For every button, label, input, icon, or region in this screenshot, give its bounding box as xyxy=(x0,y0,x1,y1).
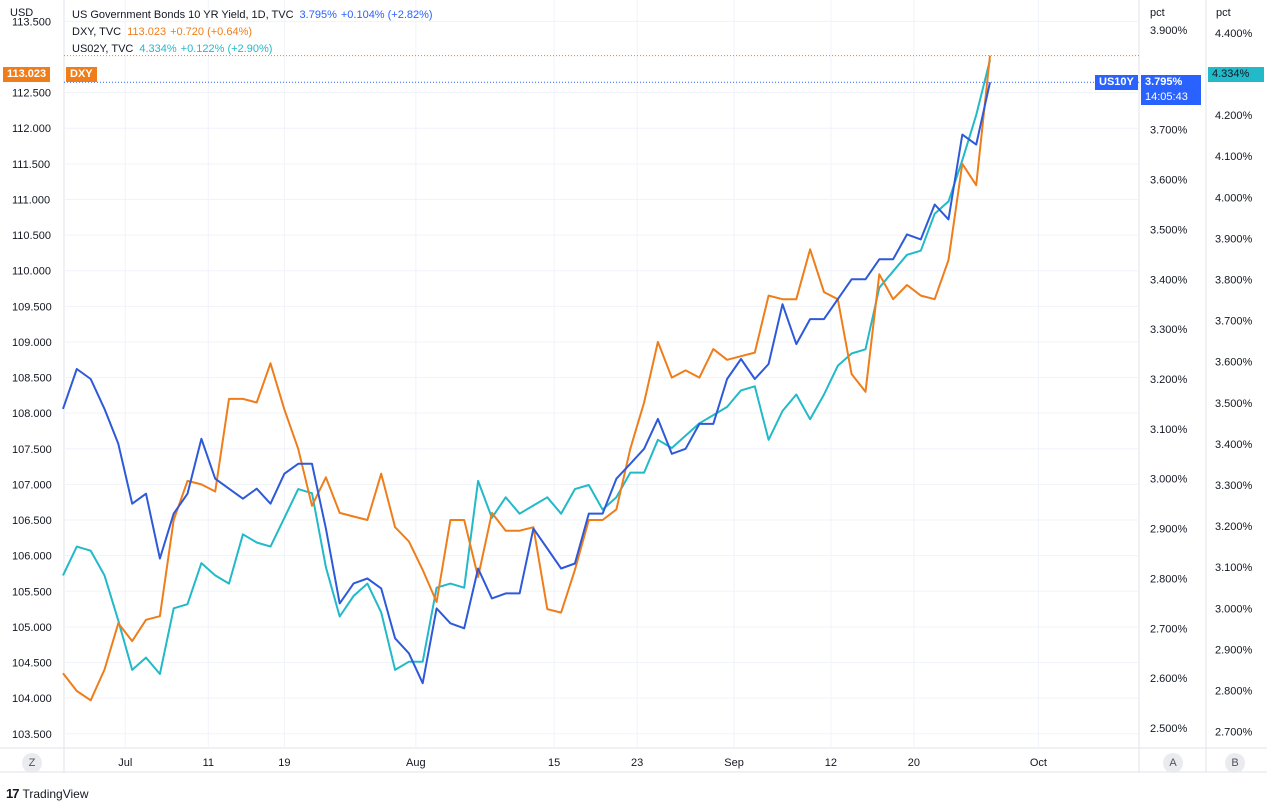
mid-tick-label: 2.800% xyxy=(1150,573,1188,585)
right-tick-label: 2.700% xyxy=(1215,727,1253,739)
dxy-label-tag: DXY xyxy=(66,67,97,82)
right-tick-label: 4.000% xyxy=(1215,192,1253,204)
right-tick-label: 3.200% xyxy=(1215,521,1253,533)
x-tick-label: Jul xyxy=(118,757,132,769)
left-tick-label: 110.500 xyxy=(12,230,51,242)
mid-tick-label: 2.600% xyxy=(1150,673,1188,685)
right-tick-label: 3.400% xyxy=(1215,439,1253,451)
x-tick-label: 20 xyxy=(908,757,920,769)
legend-us10y-value: 3.795% xyxy=(299,9,337,21)
timezone-button[interactable]: Z xyxy=(22,753,42,773)
right-tick-label: 3.100% xyxy=(1215,562,1253,574)
legend-dxy-change: +0.720 (+0.64%) xyxy=(170,26,253,38)
mid-tick-label: 2.900% xyxy=(1150,524,1188,536)
left-tick-label: 104.000 xyxy=(12,693,52,705)
tradingview-logo-icon: 17 xyxy=(6,786,20,801)
x-tick-label: Oct xyxy=(1030,757,1047,769)
right-tick-label: 4.100% xyxy=(1215,151,1253,163)
left-tick-label: 104.500 xyxy=(12,658,52,670)
mid-tick-label: 3.900% xyxy=(1150,25,1188,37)
legend-dxy[interactable]: DXY, TVC 113.023 +0.720 (+0.64%) xyxy=(72,24,437,41)
auto-scale-button-right[interactable]: B xyxy=(1225,753,1245,773)
x-tick-label: 23 xyxy=(631,757,643,769)
right-tick-label: 3.700% xyxy=(1215,316,1253,328)
x-tick-label: Aug xyxy=(406,757,426,769)
left-tick-label: 112.500 xyxy=(12,88,51,100)
mid-tick-label: 2.500% xyxy=(1150,723,1188,735)
right-tick-label: 3.300% xyxy=(1215,480,1253,492)
x-tick-label: 11 xyxy=(203,757,214,769)
left-tick-label: 113.500 xyxy=(12,16,51,28)
auto-scale-button-mid[interactable]: A xyxy=(1163,753,1183,773)
right-tick-label: 3.800% xyxy=(1215,274,1253,286)
mid-tick-label: 3.700% xyxy=(1150,125,1188,137)
legend-us02y-change: +0.122% (+2.90%) xyxy=(180,43,273,55)
legend-us02y-value: 4.334% xyxy=(139,43,177,55)
right-tick-label: 3.600% xyxy=(1215,357,1253,369)
us10y-time-tag: 14:05:43 xyxy=(1141,90,1201,105)
left-tick-label: 109.000 xyxy=(12,337,52,349)
right-axis-unit: pct xyxy=(1216,7,1231,19)
x-tick-label: 15 xyxy=(548,757,560,769)
left-tick-label: 108.000 xyxy=(12,408,52,420)
legend-us10y[interactable]: US Government Bonds 10 YR Yield, 1D, TVC… xyxy=(72,7,437,24)
legend-us02y[interactable]: US02Y, TVC 4.334% +0.122% (+2.90%) xyxy=(72,41,437,58)
left-tick-label: 106.000 xyxy=(12,551,52,563)
us02y-price-tag: 4.334% xyxy=(1208,67,1264,82)
left-tick-label: 107.500 xyxy=(12,444,52,456)
footer: 17 TradingView xyxy=(6,786,89,801)
mid-tick-label: 3.500% xyxy=(1150,224,1188,236)
right-tick-label: 4.200% xyxy=(1215,110,1253,122)
mid-tick-label: 3.400% xyxy=(1150,274,1188,286)
us10y-label-tag: US10Y xyxy=(1095,75,1138,90)
left-axis-unit: USD xyxy=(10,7,34,19)
series-line-us10y xyxy=(62,82,991,685)
left-tick-label: 110.000 xyxy=(12,266,51,278)
mid-tick-label: 3.100% xyxy=(1150,424,1188,436)
legend-dxy-name: DXY, TVC xyxy=(72,26,122,38)
right-tick-label: 3.500% xyxy=(1215,398,1253,410)
series-line-us02y xyxy=(62,59,991,675)
mid-tick-label: 3.600% xyxy=(1150,175,1188,187)
mid-tick-label: 3.300% xyxy=(1150,324,1188,336)
x-tick-label: Sep xyxy=(724,757,744,769)
dxy-price-tag: 113.023 xyxy=(3,67,51,82)
left-tick-label: 105.000 xyxy=(12,622,52,634)
left-tick-label: 111.000 xyxy=(12,194,50,206)
legend-us02y-name: US02Y, TVC xyxy=(72,43,134,55)
left-tick-label: 111.500 xyxy=(12,159,50,171)
us10y-price-tag: 3.795% xyxy=(1141,75,1201,90)
right-tick-label: 2.800% xyxy=(1215,685,1253,697)
left-tick-label: 108.500 xyxy=(12,373,52,385)
legend-us10y-change: +0.104% (+2.82%) xyxy=(340,9,433,21)
tradingview-brand[interactable]: TradingView xyxy=(22,786,89,801)
mid-tick-label: 3.200% xyxy=(1150,374,1188,386)
left-tick-label: 107.000 xyxy=(12,479,52,491)
x-tick-label: 19 xyxy=(278,757,290,769)
left-tick-label: 109.500 xyxy=(12,301,52,313)
left-tick-label: 112.000 xyxy=(12,123,51,135)
mid-axis-unit: pct xyxy=(1150,7,1165,19)
left-tick-label: 106.500 xyxy=(12,515,52,527)
left-tick-label: 103.500 xyxy=(12,729,52,741)
right-tick-label: 3.900% xyxy=(1215,233,1253,245)
right-tick-label: 4.400% xyxy=(1215,28,1253,40)
series-line-dxy xyxy=(62,55,991,702)
left-tick-label: 105.500 xyxy=(12,586,52,598)
x-tick-label: 12 xyxy=(825,757,837,769)
right-tick-label: 2.900% xyxy=(1215,644,1253,656)
right-tick-label: 3.000% xyxy=(1215,603,1253,615)
mid-tick-label: 2.700% xyxy=(1150,623,1188,635)
legend-dxy-value: 113.023 xyxy=(127,26,167,38)
legend: US Government Bonds 10 YR Yield, 1D, TVC… xyxy=(72,7,437,58)
legend-us10y-name: US Government Bonds 10 YR Yield, 1D, TVC xyxy=(72,9,294,21)
mid-tick-label: 3.000% xyxy=(1150,474,1188,486)
